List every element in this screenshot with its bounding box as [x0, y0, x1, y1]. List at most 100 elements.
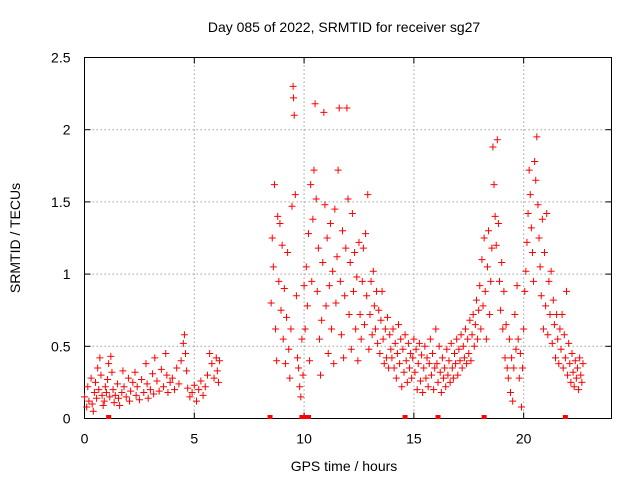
data-point — [496, 277, 504, 285]
data-point — [386, 331, 394, 339]
data-point — [180, 331, 188, 339]
chart-title: Day 085 of 2022, SRMTID for receiver sg2… — [208, 19, 481, 35]
data-point — [149, 370, 157, 378]
data-point — [306, 357, 314, 365]
data-point — [367, 277, 375, 285]
data-point — [168, 374, 176, 382]
y-tick-label: 1.5 — [51, 194, 71, 210]
data-point — [318, 316, 326, 324]
data-point — [96, 354, 104, 362]
data-point — [157, 365, 165, 373]
data-point — [99, 402, 107, 410]
data-point — [352, 325, 360, 333]
data-point — [432, 325, 440, 333]
data-point — [487, 277, 495, 285]
data-point — [309, 215, 317, 223]
data-point — [127, 387, 135, 395]
data-point — [171, 386, 179, 394]
data-point — [569, 368, 577, 376]
data-point — [273, 357, 281, 365]
data-point — [384, 313, 392, 321]
data-point — [418, 351, 426, 359]
data-point — [184, 384, 192, 392]
data-point — [446, 378, 454, 386]
data-point — [398, 383, 406, 391]
data-point — [469, 311, 477, 319]
data-point — [445, 357, 453, 365]
data-point — [329, 267, 337, 275]
data-point — [438, 354, 446, 362]
data-point — [290, 111, 298, 119]
data-point — [464, 335, 472, 343]
data-point — [449, 374, 457, 382]
data-point — [552, 354, 560, 362]
data-point — [534, 201, 542, 209]
data-point — [497, 306, 505, 314]
data-point — [358, 277, 366, 285]
data-point — [471, 321, 479, 329]
plot-frame — [84, 57, 612, 419]
data-point — [576, 354, 584, 362]
data-point — [303, 302, 311, 310]
data-point — [433, 360, 441, 368]
data-point — [567, 378, 575, 386]
data-point — [118, 389, 126, 397]
data-point — [89, 407, 97, 415]
data-point — [511, 311, 519, 319]
data-point — [547, 267, 555, 275]
data-point — [395, 321, 403, 329]
data-point — [297, 393, 305, 401]
data-point — [526, 191, 534, 199]
data-point — [379, 335, 387, 343]
data-point — [434, 378, 442, 386]
data-point — [422, 374, 430, 382]
data-point — [151, 354, 159, 362]
data-point — [425, 360, 433, 368]
data-point — [442, 383, 450, 391]
zero-marker — [106, 415, 112, 419]
data-point — [295, 364, 303, 372]
data-point — [144, 394, 152, 402]
data-point — [122, 393, 130, 401]
zero-marker — [299, 415, 305, 419]
data-point — [436, 368, 444, 376]
data-point — [302, 263, 310, 271]
data-point — [523, 238, 531, 246]
data-point — [458, 364, 466, 372]
grid-lines — [84, 57, 612, 419]
data-point — [460, 354, 468, 362]
data-point — [357, 335, 365, 343]
data-point — [558, 311, 566, 319]
data-point — [566, 360, 574, 368]
data-point — [97, 371, 105, 379]
data-point — [351, 248, 359, 256]
data-point — [163, 371, 171, 379]
data-point — [403, 378, 411, 386]
y-tick-label: 1 — [63, 266, 71, 282]
data-point — [444, 371, 452, 379]
data-point — [301, 325, 309, 333]
data-point — [326, 220, 334, 228]
data-point — [454, 371, 462, 379]
data-point — [334, 166, 342, 174]
data-point — [364, 191, 372, 199]
data-point — [336, 277, 344, 285]
data-point — [119, 367, 127, 375]
data-point — [501, 354, 509, 362]
data-point — [199, 391, 207, 399]
data-point — [267, 299, 275, 307]
data-point — [485, 227, 493, 235]
data-point — [504, 374, 512, 382]
data-point — [101, 383, 109, 391]
data-point — [568, 350, 576, 358]
y-tick-label: 0 — [63, 411, 71, 427]
data-point — [83, 403, 91, 411]
data-point — [512, 345, 520, 353]
data-point — [521, 287, 529, 295]
data-point — [459, 342, 467, 350]
data-point — [440, 374, 448, 382]
data-point — [186, 393, 194, 401]
data-point — [416, 377, 424, 385]
data-point — [312, 195, 320, 203]
data-point — [298, 335, 306, 343]
